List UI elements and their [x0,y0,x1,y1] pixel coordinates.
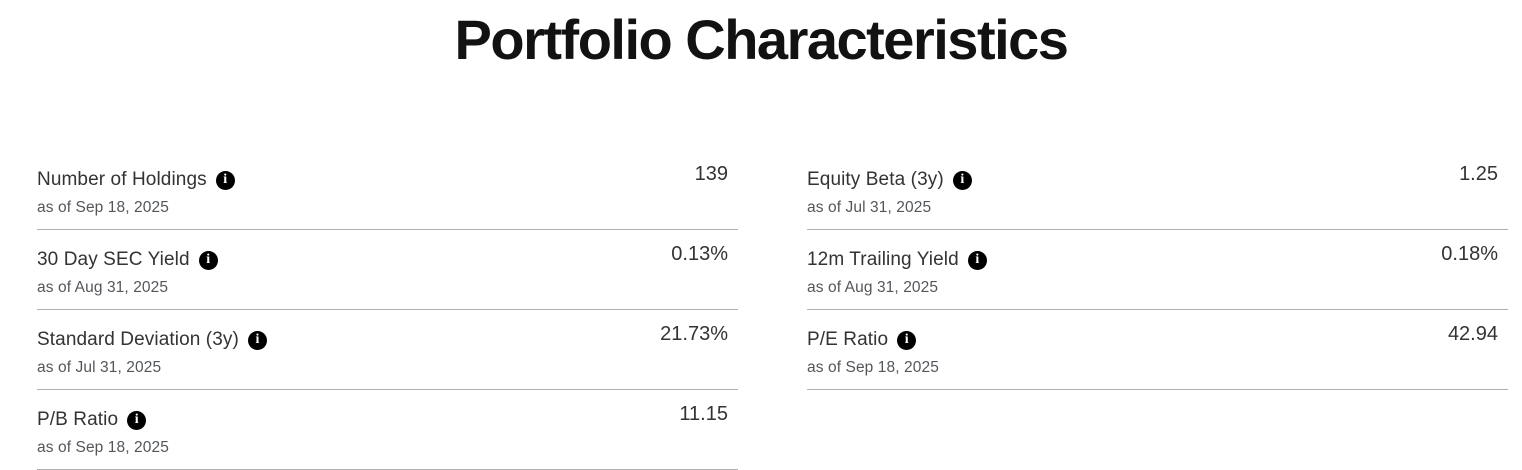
metric-as-of-date: as of Aug 31, 2025 [37,279,169,296]
metric-label: P/E Ratio [807,329,889,350]
metric-label: 30 Day SEC Yield [37,249,190,270]
metric-as-of-date: as of Sep 18, 2025 [37,199,169,216]
metric-label: Number of Holdings [37,169,207,190]
metric-row-equity-beta: Equity Beta (3y) i as of Jul 31, 2025 1.… [807,150,1508,230]
metric-value: 0.18% [1441,243,1498,265]
info-icon[interactable]: i [215,170,235,190]
info-icon-glyph: i [960,172,965,187]
metrics-column-left: Number of Holdings i as of Sep 18, 2025 … [37,150,738,470]
info-icon-glyph: i [134,412,139,427]
metric-row-30-day-sec-yield: 30 Day SEC Yield i as of Aug 31, 2025 0.… [37,230,738,310]
info-icon-glyph: i [223,172,228,187]
info-icon-glyph: i [975,252,980,267]
metric-row-standard-deviation: Standard Deviation (3y) i as of Jul 31, … [37,310,738,390]
info-icon[interactable]: i [967,250,987,270]
metric-value: 139 [694,163,728,185]
info-icon[interactable]: i [198,250,218,270]
info-icon-glyph: i [206,252,211,267]
metric-label: P/B Ratio [37,409,119,430]
metric-as-of-date: as of Jul 31, 2025 [807,199,932,216]
metric-as-of-date: as of Aug 31, 2025 [807,279,939,296]
metric-value: 0.13% [671,243,728,265]
page-title: Portfolio Characteristics [454,8,1069,71]
info-icon[interactable]: i [247,330,267,350]
metric-as-of-date: as of Sep 18, 2025 [807,359,939,376]
metric-row-pb-ratio: P/B Ratio i as of Sep 18, 2025 11.15 [37,390,738,470]
metric-as-of-date: as of Jul 31, 2025 [37,359,162,376]
metric-row-pe-ratio: P/E Ratio i as of Sep 18, 2025 42.94 [807,310,1508,390]
info-icon[interactable]: i [127,410,147,430]
metric-value: 11.15 [679,403,728,425]
portfolio-characteristics-list: Number of Holdings i as of Sep 18, 2025 … [37,150,1508,470]
info-icon-glyph: i [904,332,909,347]
info-icon-glyph: i [255,332,260,347]
info-icon[interactable]: i [952,170,972,190]
metric-value: 42.94 [1447,323,1498,345]
metric-row-number-of-holdings: Number of Holdings i as of Sep 18, 2025 … [37,150,738,230]
info-icon[interactable]: i [897,330,917,350]
metric-as-of-date: as of Sep 18, 2025 [37,439,169,456]
metrics-column-right: Equity Beta (3y) i as of Jul 31, 2025 1.… [807,150,1508,470]
metric-label: 12m Trailing Yield [807,249,959,270]
metric-label: Standard Deviation (3y) [37,329,239,350]
metric-row-12m-trailing-yield: 12m Trailing Yield i as of Aug 31, 2025 … [807,230,1508,310]
metric-value: 1.25 [1459,163,1498,185]
metric-value: 21.73% [660,323,728,345]
metric-label: Equity Beta (3y) [807,169,944,190]
